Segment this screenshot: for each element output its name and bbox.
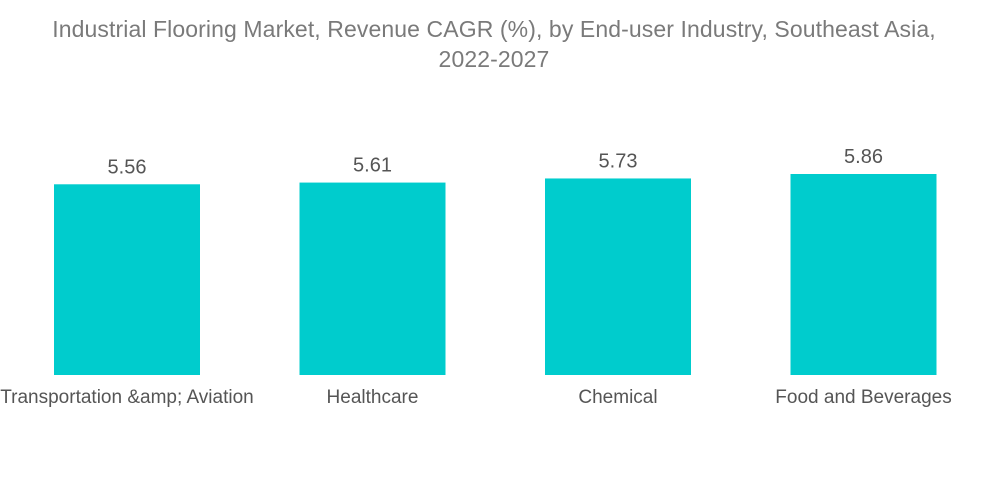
category-label-chemical: Chemical: [578, 387, 657, 408]
category-label-transportation-and-aviation: Transportation &amp; Aviation: [0, 387, 253, 408]
chart-title-line-1: Industrial Flooring Market, Revenue CAGR…: [52, 16, 936, 42]
value-label-transportation-and-aviation: 5.56: [108, 156, 147, 178]
bar-healthcare: [299, 182, 446, 375]
bar-food-and-beverages: [790, 174, 937, 375]
value-label-healthcare: 5.61: [353, 155, 392, 177]
bar-transportation-and-aviation: [54, 184, 200, 375]
category-label-food-and-beverages: Food and Beverages: [775, 387, 951, 408]
value-label-chemical: 5.73: [599, 150, 638, 172]
chart-title-line-2: 2022-2027: [438, 46, 550, 72]
bar-chemical: [545, 178, 691, 375]
category-label-healthcare: Healthcare: [327, 387, 419, 408]
value-label-food-and-beverages: 5.86: [844, 146, 883, 168]
chart-title: Industrial Flooring Market, Revenue CAGR…: [20, 14, 968, 74]
